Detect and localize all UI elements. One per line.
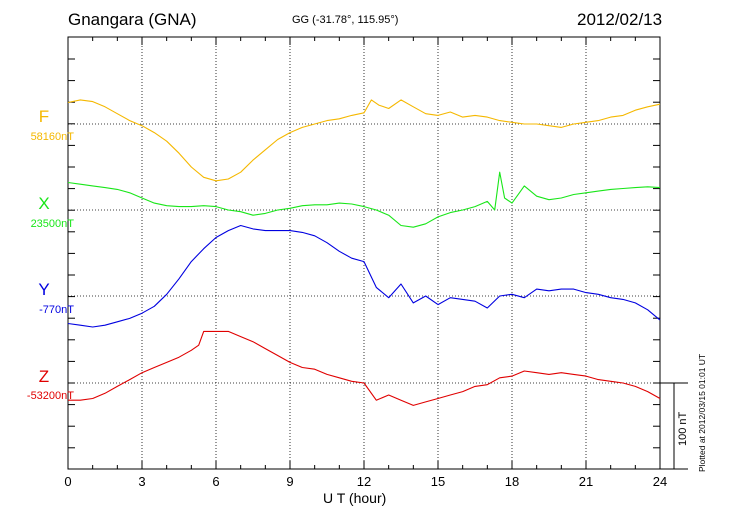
x-tick-label: 15	[431, 474, 445, 489]
coordinates-label: GG (-31.78°, 115.95°)	[292, 14, 399, 26]
series-line-f	[67, 99, 661, 182]
series-label-z: Z	[38, 367, 50, 386]
x-axis-label: U T (hour)	[323, 490, 387, 506]
x-tick-label: 21	[579, 474, 593, 489]
plotted-timestamp: Plotted at 2012/03/15 01:01 UT	[697, 353, 707, 472]
series-line-y	[67, 224, 661, 328]
series-line-x	[67, 171, 661, 228]
series-label-x: X	[38, 194, 50, 213]
series-label-y: Y	[38, 280, 50, 299]
series-line-z	[68, 330, 661, 406]
x-tick-label: 24	[653, 474, 667, 489]
series-label-f: F	[38, 107, 50, 126]
date-label: 2012/02/13	[577, 10, 663, 29]
baseline-label-x: 23500nT	[30, 218, 74, 230]
x-tick-label: 18	[505, 474, 519, 489]
x-tick-label: 6	[212, 474, 219, 489]
x-tick-label: 9	[286, 474, 293, 489]
x-tick-label: 12	[357, 474, 371, 489]
x-tick-label: 0	[64, 474, 71, 489]
baseline-label-f: 58160nT	[30, 131, 74, 143]
x-tick-label: 3	[138, 474, 145, 489]
baseline-label-z: -53200nT	[26, 390, 74, 402]
station-title: Gnangara (GNA)	[68, 10, 197, 29]
scale-bar-label: 100 nT	[677, 411, 689, 446]
baseline-label-y: -770nT	[39, 304, 74, 316]
